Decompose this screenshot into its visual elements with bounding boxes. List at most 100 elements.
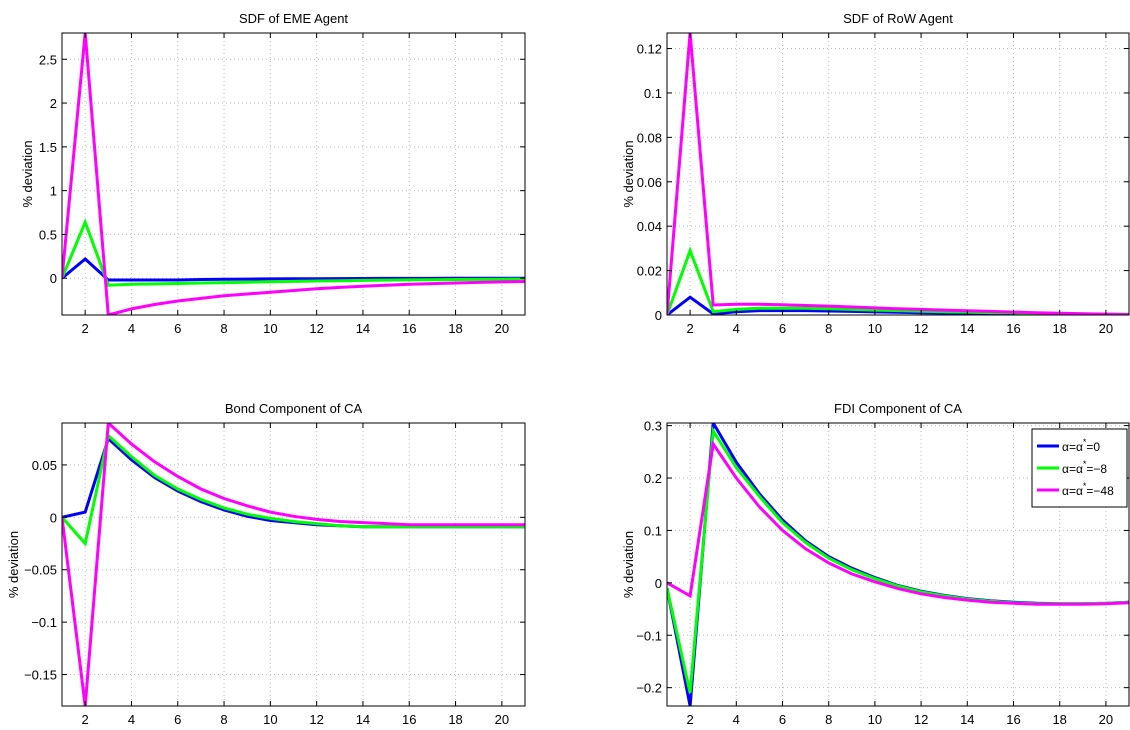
- legend-entry-sup: *: [1083, 459, 1087, 469]
- series-line-3: [62, 33, 525, 315]
- x-tick-label: 8: [825, 712, 832, 727]
- x-tick-label: 4: [128, 712, 135, 727]
- y-tick-label: 0.2: [644, 471, 662, 486]
- x-tick-label: 2: [686, 712, 693, 727]
- legend-entry-2: α=α*=−8: [1062, 459, 1107, 476]
- y-tick-label: 0.1: [644, 523, 662, 538]
- x-tick-label: 10: [868, 712, 882, 727]
- x-tick-label: 12: [309, 712, 323, 727]
- x-tick-label: 6: [174, 321, 181, 336]
- x-tick-label: 14: [356, 321, 370, 336]
- x-tick-label: 14: [960, 321, 974, 336]
- y-tick-label: 0.5: [39, 227, 57, 242]
- series-line-3: [667, 33, 1129, 315]
- x-tick-label: 10: [868, 321, 882, 336]
- x-tick-label: 18: [1052, 321, 1066, 336]
- chart-title: Bond Component of CA: [225, 401, 363, 416]
- x-tick-label: 14: [356, 712, 370, 727]
- x-tick-label: 4: [733, 712, 740, 727]
- y-tick-label: 0.05: [32, 458, 57, 473]
- y-tick-label: 0.3: [644, 419, 662, 434]
- x-tick-label: 16: [1006, 712, 1020, 727]
- x-tick-label: 18: [1052, 712, 1066, 727]
- series-line-2: [62, 218, 525, 287]
- legend-entry-suffix: =−48: [1086, 484, 1114, 498]
- y-tick-label: 1.5: [39, 140, 57, 155]
- x-tick-label: 16: [1006, 321, 1020, 336]
- x-tick-label: 6: [779, 321, 786, 336]
- x-tick-label: 2: [686, 321, 693, 336]
- chart-title: SDF of RoW Agent: [843, 11, 953, 26]
- chart-panel-1: 2 4 6 8 10 12 14 16 18 20 0 0.5 1 1.5 2 2.5 SDF of EME A…: [20, 11, 526, 336]
- chart-panel-4: 2 4 6 8 10 12 14 16 18 20 −0.2 −0.1 0 0.1 0.2 0.3 FDI Co…: [621, 401, 1130, 727]
- x-tick-label: 2: [82, 712, 89, 727]
- x-tick-label: 18: [448, 321, 462, 336]
- x-tick-label: 4: [128, 321, 135, 336]
- legend-entry-sup: *: [1083, 481, 1087, 491]
- x-tick-label: 20: [495, 321, 509, 336]
- y-tick-label: 0: [655, 308, 662, 323]
- chart-title: SDF of EME Agent: [239, 11, 348, 26]
- y-tick-label: −0.05: [24, 563, 57, 578]
- chart-panel-2: 2 4 6 8 10 12 14 16 18 20 0 0.02 0.04 0.06 0.08 0.1 0.12…: [621, 11, 1130, 336]
- chart-title: FDI Component of CA: [834, 401, 962, 416]
- plot-frame: [666, 422, 1130, 707]
- x-tick-label: 16: [402, 321, 416, 336]
- series-line-3: [62, 423, 525, 706]
- x-tick-label: 10: [263, 712, 277, 727]
- y-tick-label: −0.2: [636, 681, 662, 696]
- y-tick-label: 0.06: [637, 175, 662, 190]
- y-tick-label: 0: [50, 510, 57, 525]
- legend-entry-prefix: α=α: [1062, 462, 1083, 476]
- y-tick-label: 0.04: [637, 219, 662, 234]
- chart-panel-3: 2 4 6 8 10 12 14 16 18 20 −0.15 −0.1 −0.05 0 0.05 Bond …: [6, 401, 526, 727]
- x-tick-label: 20: [1099, 712, 1113, 727]
- y-tick-label: −0.1: [636, 628, 662, 643]
- x-tick-label: 4: [733, 321, 740, 336]
- y-tick-label: 0: [50, 271, 57, 286]
- legend-entry-3: α=α*=−48: [1062, 481, 1114, 498]
- legend-entry-prefix: α=α: [1062, 440, 1083, 454]
- series-line-3: [667, 439, 1129, 606]
- y-tick-label: 2: [50, 96, 57, 111]
- plot-frame: [61, 32, 526, 316]
- x-tick-label: 10: [263, 321, 277, 336]
- y-axis-label: % deviation: [621, 531, 636, 598]
- x-tick-label: 6: [174, 712, 181, 727]
- y-tick-label: 0.1: [644, 86, 662, 101]
- x-tick-label: 8: [220, 712, 227, 727]
- legend-entry-1: α=α*=0: [1062, 437, 1100, 454]
- y-tick-label: 0.02: [637, 264, 662, 279]
- x-tick-label: 12: [914, 321, 928, 336]
- x-tick-label: 8: [825, 321, 832, 336]
- plot-frame: [61, 422, 526, 707]
- x-tick-label: 14: [960, 712, 974, 727]
- x-tick-label: 20: [1099, 321, 1113, 336]
- y-tick-label: −0.15: [24, 668, 57, 683]
- legend: α=α*=0α=α*=−8α=α*=−48: [1031, 428, 1128, 508]
- x-tick-label: 18: [448, 712, 462, 727]
- legend-entry-sup: *: [1083, 437, 1087, 447]
- y-tick-label: 1: [50, 184, 57, 199]
- y-axis-label: % deviation: [6, 531, 21, 598]
- x-tick-label: 8: [220, 321, 227, 336]
- y-axis-label: % deviation: [20, 140, 35, 207]
- legend-entry-prefix: α=α: [1062, 484, 1083, 498]
- x-tick-label: 2: [82, 321, 89, 336]
- x-tick-label: 16: [402, 712, 416, 727]
- x-tick-label: 20: [495, 712, 509, 727]
- legend-entry-suffix: =−8: [1086, 462, 1107, 476]
- y-tick-label: 0.08: [637, 130, 662, 145]
- x-tick-label: 12: [309, 321, 323, 336]
- y-tick-label: 0.12: [637, 42, 662, 57]
- legend-entry-suffix: =0: [1086, 440, 1100, 454]
- plot-frame: [666, 32, 1130, 316]
- series-line-2: [62, 432, 525, 547]
- x-tick-label: 6: [779, 712, 786, 727]
- x-tick-label: 12: [914, 712, 928, 727]
- y-tick-label: 0: [655, 576, 662, 591]
- y-axis-label: % deviation: [621, 140, 636, 207]
- y-tick-label: 2.5: [39, 52, 57, 67]
- y-tick-label: −0.1: [31, 615, 57, 630]
